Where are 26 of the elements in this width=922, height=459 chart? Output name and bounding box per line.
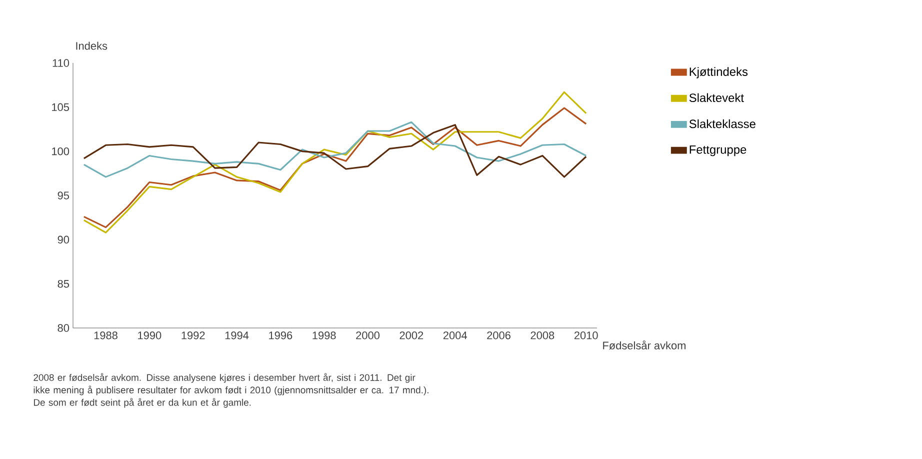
x-tick-label: 1992 [182, 332, 205, 340]
x-tick-label: 2006 [487, 332, 510, 340]
y-tick-label: 90 [58, 236, 70, 244]
x-tick-label: 1996 [269, 332, 292, 340]
x-tick-label: 1988 [94, 332, 118, 340]
y-tick-label: 105 [52, 103, 70, 112]
y-tick-label: 85 [58, 280, 70, 288]
y-tick-label: 95 [58, 192, 70, 200]
x-axis-title: Fødselsår avkom [603, 340, 686, 350]
x-tick-label: 2010 [574, 332, 598, 340]
legend-label: Slaktevekt [689, 93, 744, 102]
x-tick-label: 2002 [400, 332, 424, 340]
x-tick-label: 2004 [443, 332, 467, 340]
y-tick-label: 100 [52, 147, 70, 156]
x-tick-label: 1994 [225, 332, 249, 340]
x-tick-label: 1998 [312, 332, 336, 340]
x-tick-label: 2008 [530, 332, 554, 340]
text: 2008 er fødselsår avkom. Disse analysene kjøres i desember hvert år, sist i 2011. Det gir ikke mening å publisere resultater for avkom født i 2010 (gjennomsnittsalder er ca. 17 mnd.). De som er født seint på året er da kun et år gamle. [34, 373, 428, 408]
x-tick-label: 2000 [356, 332, 380, 340]
x-tick-label: 1990 [138, 332, 162, 340]
legend-label: Kjøttindeks [690, 67, 748, 78]
y-axis-title: Indeks [76, 42, 108, 50]
legend-label: Fettgruppe [690, 145, 746, 156]
legend-label: Slakteklasse [689, 119, 756, 128]
y-tick-label: 110 [52, 59, 70, 67]
y-tick-label: 80 [58, 324, 70, 332]
